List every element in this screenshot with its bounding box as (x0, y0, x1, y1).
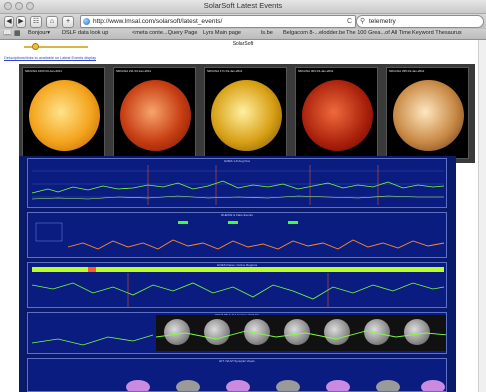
forward-button[interactable]: ▶ (16, 16, 26, 28)
sun-thumbnail[interactable] (324, 319, 350, 345)
rhessi-panel[interactable]: RHESSI & Flare Events (27, 212, 447, 258)
sun-image-4[interactable]: SDO/AIA 304 03-Jan-2011 (295, 67, 378, 159)
goes-flux-plot (31, 165, 445, 205)
sun-disk (393, 80, 464, 151)
panel-label: RHESSI & Flare Events (221, 213, 253, 217)
bookmark-item[interactable]: Belgacom 8-...elodder.be (283, 30, 346, 36)
sun-image-2[interactable]: SDO/AIA 211 03-Jan-2011 (113, 67, 196, 159)
globe-icon (83, 18, 90, 25)
panel-label: GOES Flares / Active Regions (216, 263, 258, 267)
sun-image-3[interactable]: SDO/AIA 171 03-Jan-2011 (204, 67, 287, 159)
bookmark-item[interactable]: Keyword Thesaurus (412, 30, 462, 36)
descriptions-link[interactable]: Descriptions/links to available on Lates… (4, 56, 97, 60)
catalog-thumbnails (156, 315, 446, 351)
back-button[interactable]: ◀ (4, 16, 14, 28)
sun-disk (302, 80, 373, 151)
search-icon: ⚲ (360, 18, 366, 25)
toolbar: ◀ ▶ ☷ ⌂ + http://www.lmsal.com/solarsoft… (0, 14, 486, 29)
bookmark-item[interactable]: Lyrs Main page (203, 30, 242, 36)
rhessi-plot (35, 221, 445, 250)
sun-thumbnail[interactable] (244, 319, 270, 345)
sun-thumbnail[interactable] (284, 319, 310, 345)
bookmark-item[interactable]: ls.be (261, 30, 273, 36)
home-button[interactable]: ⌂ (46, 16, 58, 28)
address-url: http://www.lmsal.com/solarsoft/latest_ev… (93, 18, 223, 25)
time-slider-knob[interactable] (32, 43, 39, 50)
sun-image-5[interactable]: SDO/AIA 335 03-Jan-2011 (386, 67, 469, 159)
bookmark-item[interactable]: DSLF data look up (62, 30, 109, 36)
sun-thumbnail[interactable] (404, 319, 430, 345)
catalog-plot (31, 334, 154, 346)
sun-disk (29, 80, 100, 151)
window-controls (4, 2, 34, 10)
sun-thumbnail[interactable] (164, 319, 190, 345)
grid-icon[interactable]: ▦ (14, 30, 21, 37)
search-field[interactable]: ⚲ telemetry (356, 15, 484, 28)
sun-thumbnail[interactable] (364, 319, 390, 345)
reload-icon[interactable]: C (346, 18, 352, 25)
window-title: SolarSoft Latest Events (203, 1, 283, 10)
zoom-window-button[interactable] (26, 2, 34, 10)
sun-image-label: SDO/AIA 335 03-Jan-2011 (389, 69, 425, 73)
bookmark-item[interactable]: Bonjour▾ (28, 30, 51, 36)
catalog-overlay-line (156, 330, 446, 340)
search-value: telemetry (369, 18, 396, 25)
page-title: SolarSoft (232, 41, 254, 47)
sidebar-button[interactable]: ☷ (30, 16, 42, 28)
bookmark-item[interactable]: <meta conte...Query Page (132, 30, 198, 36)
panel-label: GOES 1-8 Ang Flux (223, 159, 251, 163)
time-slider-track[interactable] (24, 46, 88, 48)
sun-image-label: SDO/AIA 171 03-Jan-2011 (207, 69, 243, 73)
sun-thumbnail[interactable] (204, 319, 230, 345)
synoptic-plot (126, 380, 445, 391)
title-bar: SolarSoft Latest Events (0, 0, 486, 14)
sun-image-label: SDO/AIA 1600 03-Jan-2011 (25, 69, 62, 73)
bookmark-item[interactable]: The 100 Grea...of All Time (346, 30, 411, 36)
sun-image-1[interactable]: SDO/AIA 1600 03-Jan-2011 (22, 67, 105, 159)
sun-disk (211, 80, 282, 151)
book-icon[interactable]: 📖 (3, 30, 12, 37)
bookmarks-bar: 📖 ▦ Bonjour▾ DSLF data look up <meta con… (0, 29, 486, 40)
vertical-scrollbar[interactable] (478, 40, 486, 392)
sun-image-label: SDO/AIA 211 03-Jan-2011 (116, 69, 152, 73)
sun-disk (120, 80, 191, 151)
sun-image-label: SDO/AIA 304 03-Jan-2011 (298, 69, 334, 73)
page-content: SolarSoft Descriptions/links to availabl… (0, 40, 486, 392)
close-window-button[interactable] (4, 2, 12, 10)
minimize-window-button[interactable] (15, 2, 23, 10)
address-bar[interactable]: http://www.lmsal.com/solarsoft/latest_ev… (80, 15, 356, 28)
goes-flux-panel[interactable]: GOES 1-8 Ang Flux (27, 158, 447, 208)
synoptic-panel[interactable]: EIT / EUVI Synoptic Views (27, 358, 447, 392)
panel-label: EIT / EUVI Synoptic Views (219, 359, 255, 363)
event-plots: GOES 1-8 Ang Flux RHESSI & Flare Events (19, 156, 456, 392)
catalog-panel[interactable]: SDO/HMI & AIA Catalog (SOHO) (27, 312, 447, 354)
sun-image-strip: SDO/AIA 1600 03-Jan-2011 SDO/AIA 211 03-… (19, 64, 475, 163)
add-bookmark-button[interactable]: + (62, 16, 74, 28)
flares-plot (31, 267, 445, 307)
flares-panel[interactable]: GOES Flares / Active Regions (27, 262, 447, 308)
